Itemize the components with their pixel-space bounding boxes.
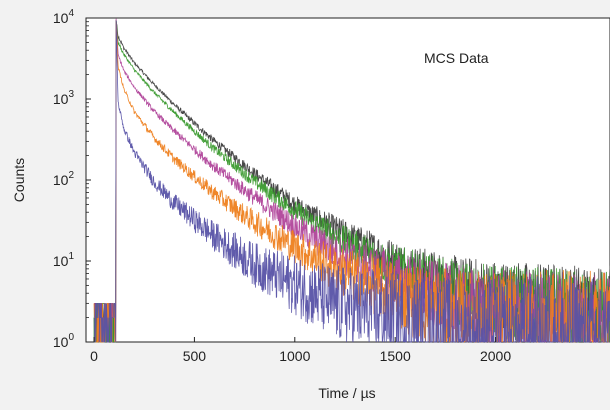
y-tick-label: 100 xyxy=(53,332,75,350)
x-tick-label: 500 xyxy=(183,348,207,364)
chart-annotation: MCS Data xyxy=(424,50,489,66)
x-axis-label: Time / µs xyxy=(318,385,375,401)
series-layer xyxy=(93,18,610,343)
y-axis-label: Counts xyxy=(11,158,27,202)
x-tick-label: 1500 xyxy=(380,348,411,364)
axis-layer: 0 500 1000 1500 2000 100 101 102 103 104 xyxy=(53,8,511,364)
y-tick-label: 101 xyxy=(53,251,75,269)
series-line-5 xyxy=(94,20,610,343)
x-tick-label: 2000 xyxy=(480,348,511,364)
y-tick-label: 102 xyxy=(53,170,75,188)
y-tick-label: 104 xyxy=(53,8,75,26)
y-tick-label: 103 xyxy=(53,89,75,107)
x-tick-label: 1000 xyxy=(279,348,310,364)
x-tick-label: 0 xyxy=(90,348,98,364)
